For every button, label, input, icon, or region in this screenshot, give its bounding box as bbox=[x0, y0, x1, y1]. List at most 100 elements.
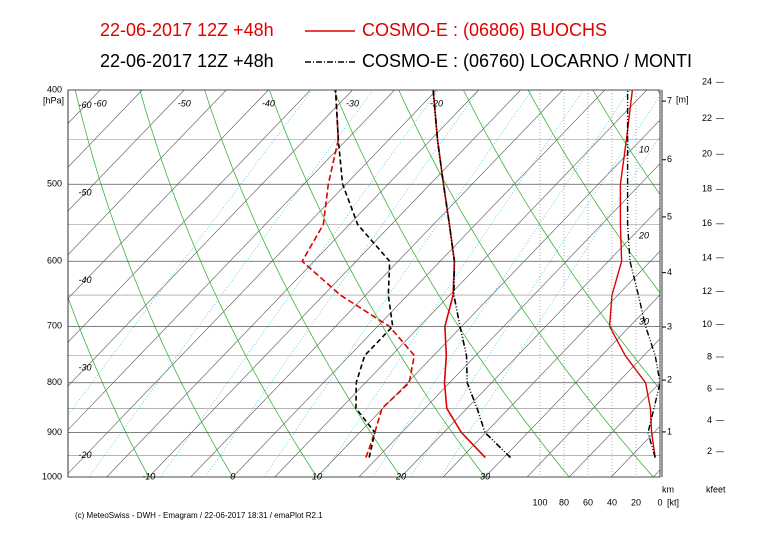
height-unit: [m] bbox=[676, 94, 689, 104]
isotherm bbox=[148, 90, 521, 477]
isotherm bbox=[316, 119, 660, 477]
kfeet-tick-label: 10 bbox=[702, 319, 712, 329]
speed-label: 10 bbox=[639, 144, 649, 154]
wind-speed-line bbox=[608, 89, 656, 458]
dry-adiabat bbox=[0, 90, 65, 477]
speed-label: 30 bbox=[639, 316, 649, 326]
isotherm bbox=[737, 90, 766, 477]
isotherm bbox=[106, 90, 479, 477]
isotherm-label: -50 bbox=[78, 188, 91, 198]
dry-adiabat bbox=[592, 90, 660, 196]
top-tick-label: -40 bbox=[262, 98, 275, 108]
dewpoint-line bbox=[301, 89, 416, 458]
height-tick-label: 2 bbox=[667, 374, 672, 384]
height-tick-label: 4 bbox=[667, 267, 672, 277]
dry-adiabat bbox=[74, 90, 234, 477]
legend-label: COSMO-E : (06760) LOCARNO / MONTI bbox=[362, 51, 692, 71]
isotherm bbox=[0, 90, 58, 477]
kfeet-tick-label: 2 bbox=[707, 446, 712, 456]
isotherm bbox=[68, 90, 227, 256]
dry-adiabat bbox=[463, 90, 660, 390]
isotherm bbox=[232, 90, 605, 477]
dry-adiabat bbox=[722, 90, 766, 477]
isotherm bbox=[68, 90, 269, 299]
isotherm bbox=[68, 90, 311, 343]
wind-tick-label: 100 bbox=[532, 497, 547, 507]
legend-label: COSMO-E : (06806) BUOCHS bbox=[362, 20, 607, 40]
isotherm bbox=[400, 207, 660, 477]
height-tick-label: 1 bbox=[667, 426, 672, 436]
kfeet-tick-label: 18 bbox=[702, 184, 712, 194]
isotherm-label: -20 bbox=[78, 450, 91, 460]
kfeet-label: kfeet bbox=[706, 484, 726, 494]
temperature-line bbox=[432, 89, 512, 459]
wind-tick-label: 80 bbox=[559, 497, 569, 507]
temperature-line bbox=[432, 89, 486, 459]
y-tick-label: 500 bbox=[47, 179, 62, 189]
isotherm bbox=[358, 163, 660, 477]
top-tick-label: -60 bbox=[94, 98, 107, 108]
isotherm bbox=[68, 90, 395, 431]
y-tick-label: 600 bbox=[47, 256, 62, 266]
run-title: 22-06-2017 12Z +48h bbox=[100, 51, 274, 71]
y-tick-label: 900 bbox=[47, 427, 62, 437]
kfeet-tick-label: 6 bbox=[707, 383, 712, 393]
height-tick-label: 6 bbox=[667, 154, 672, 164]
dry-adiabat bbox=[333, 90, 570, 477]
pressure-unit: [hPa] bbox=[43, 95, 64, 105]
isotherm bbox=[568, 382, 660, 477]
dewpoint-line bbox=[334, 89, 394, 458]
y-tick-label: 800 bbox=[47, 377, 62, 387]
isotherm-label: -30 bbox=[78, 363, 91, 373]
kfeet-tick-label: 8 bbox=[707, 351, 712, 361]
x-tick-label: -10 bbox=[142, 471, 155, 481]
isotherm bbox=[274, 90, 647, 477]
height-axis-label: km bbox=[662, 484, 674, 494]
height-tick-label: 3 bbox=[667, 321, 672, 331]
top-tick-label: -50 bbox=[178, 98, 191, 108]
isotherm bbox=[68, 90, 437, 474]
run-title: 22-06-2017 12Z +48h bbox=[100, 20, 274, 40]
mixing-ratio bbox=[68, 90, 313, 416]
isotherm-label: -40 bbox=[78, 275, 91, 285]
height-tick-label: 5 bbox=[667, 211, 672, 221]
isotherm bbox=[190, 90, 563, 477]
isotherm bbox=[484, 294, 660, 477]
isotherm bbox=[68, 90, 185, 212]
speed-label: 20 bbox=[638, 230, 649, 240]
isotherm-label: -60 bbox=[78, 100, 91, 110]
top-tick-label: -20 bbox=[430, 98, 443, 108]
isotherm bbox=[68, 90, 143, 168]
kfeet-tick-label: 22 bbox=[702, 113, 712, 123]
isotherm bbox=[0, 90, 16, 477]
isotherm bbox=[526, 338, 660, 477]
kfeet-tick-label: 16 bbox=[702, 218, 712, 228]
x-tick-label: 10 bbox=[312, 471, 322, 481]
wind-speed-line bbox=[626, 90, 661, 458]
dry-adiabat bbox=[204, 90, 402, 477]
kfeet-tick-label: 14 bbox=[702, 252, 712, 262]
wind-tick-label: 60 bbox=[583, 497, 593, 507]
mixing-ratio bbox=[263, 90, 533, 477]
footer: (c) MeteoSwiss - DWH - Emagram / 22-06-2… bbox=[75, 511, 323, 520]
y-tick-label: 400 bbox=[47, 84, 62, 94]
kfeet-tick-label: 12 bbox=[702, 286, 712, 296]
wind-tick-label: 40 bbox=[607, 497, 617, 507]
kfeet-tick-label: 4 bbox=[707, 415, 712, 425]
y-tick-label: 1000 bbox=[42, 471, 62, 481]
height-tick-label: 7 bbox=[667, 95, 672, 105]
wind-tick-label: 20 bbox=[631, 497, 641, 507]
isotherm bbox=[442, 250, 660, 477]
profiles bbox=[301, 89, 661, 459]
top-tick-label: -30 bbox=[346, 98, 359, 108]
y-tick-label: 700 bbox=[47, 321, 62, 331]
wind-unit: [kt] bbox=[667, 497, 679, 507]
kfeet-tick-label: 24 bbox=[702, 77, 712, 87]
x-tick-label: 0 bbox=[230, 471, 235, 481]
wind-tick-label: 0 bbox=[657, 497, 662, 507]
x-tick-label: 30 bbox=[480, 471, 490, 481]
x-tick-label: 20 bbox=[395, 471, 406, 481]
isotherm bbox=[611, 425, 660, 477]
isotherm bbox=[68, 90, 353, 387]
